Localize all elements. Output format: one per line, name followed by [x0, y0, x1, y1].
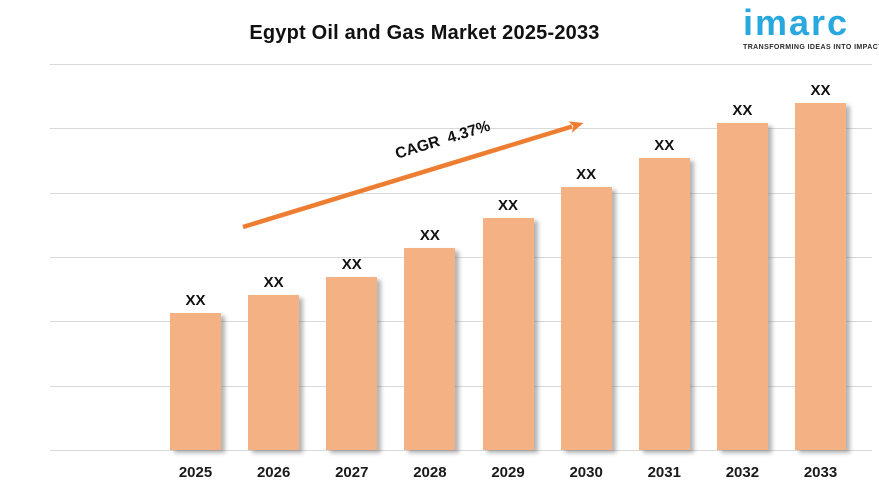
gridline [50, 450, 872, 451]
x-axis-label-2027: 2027 [335, 464, 369, 481]
bar-2026 [248, 295, 300, 450]
bar-2027 [326, 277, 378, 450]
bar-value-label-2033: XX [810, 82, 831, 99]
bar-value-label-2028: XX [419, 227, 440, 244]
x-axis-label-2028: 2028 [413, 464, 447, 481]
x-axis-label-2032: 2032 [725, 464, 760, 481]
bar-2029 [482, 218, 534, 450]
x-axis-label-2031: 2031 [647, 464, 681, 481]
bar-value-label-2026: XX [263, 274, 284, 291]
bar-2028 [404, 248, 456, 450]
bar-2033 [795, 103, 846, 450]
chart-title: Egypt Oil and Gas Market 2025-2033 [249, 22, 600, 44]
bar-2030 [560, 187, 612, 450]
bar-value-label-2031: XX [654, 137, 675, 154]
bar-value-label-2025: XX [185, 292, 206, 309]
x-axis-label-2029: 2029 [491, 464, 525, 481]
imarc-wordmark-logo: imarc [743, 2, 850, 43]
bar-2031 [638, 158, 690, 450]
bar-value-label-2032: XX [732, 102, 753, 119]
bar-2032 [716, 123, 768, 450]
gridline [50, 64, 872, 65]
gridline [50, 386, 872, 387]
plot-area: XX XX XX XX XX XX XX XX XX 2025 2026 2027 2028 2029 2… [50, 64, 872, 481]
x-axis-label-2033: 2033 [803, 464, 838, 481]
bar-value-label-2027: XX [341, 256, 362, 273]
bar-2025 [170, 313, 221, 450]
x-axis-label-2025: 2025 [178, 464, 213, 481]
imarc-logo: imarc TRANSFORMING IDEAS INTO IMPACT [743, 2, 879, 52]
x-axis-label-2030: 2030 [569, 464, 603, 481]
bar-value-label-2030: XX [576, 166, 597, 183]
gridline [50, 257, 872, 258]
gridline [50, 321, 872, 322]
bar-value-label-2029: XX [497, 197, 518, 214]
imarc-tagline: TRANSFORMING IDEAS INTO IMPACT [743, 44, 879, 51]
x-axis-label-2026: 2026 [256, 464, 291, 481]
